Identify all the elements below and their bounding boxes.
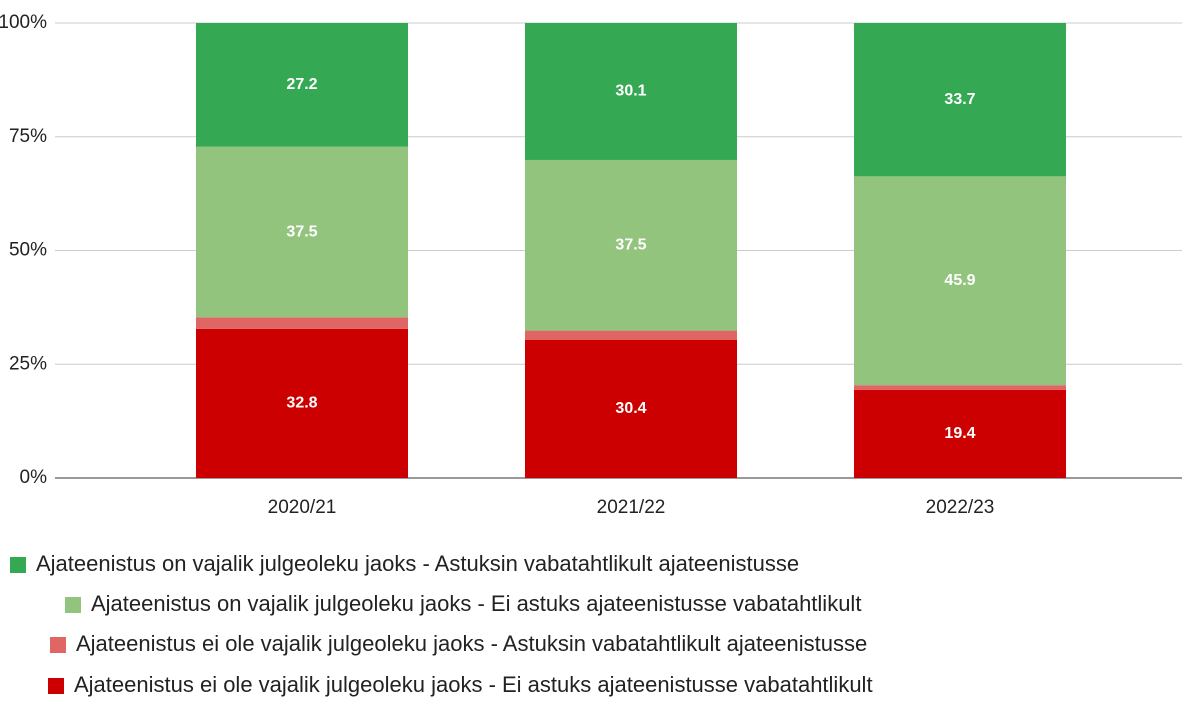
data-label: 37.5 [615,236,646,253]
bar-segment [854,176,1066,386]
bar-segment [196,317,408,329]
bar-segment [196,328,408,478]
bar-segment [525,339,737,478]
bar-segment [854,23,1066,177]
bar-segment [196,23,408,147]
bar-segment [854,389,1066,478]
y-tick-label: 0% [20,467,48,488]
bar-segment [525,23,737,160]
legend-label: Ajateenistus on vajalik julgeoleku jaoks… [91,591,861,616]
legend-swatch [65,597,81,613]
bar-segment [854,385,1066,390]
bar-segment [196,146,408,318]
legend-swatch [10,557,26,573]
x-tick-label: 2020/21 [268,497,337,518]
bar-segment [525,159,737,331]
legend-label: Ajateenistus ei ole vajalik julgeoleku j… [74,672,873,697]
data-label: 30.1 [615,83,646,100]
x-tick-label: 2022/23 [926,497,995,518]
data-label: 32.8 [286,395,317,412]
legend-swatch [48,678,64,694]
data-label: 37.5 [286,223,317,240]
legend-label: Ajateenistus ei ole vajalik julgeoleku j… [76,631,867,656]
y-tick-label: 75% [9,126,47,147]
y-tick-label: 100% [0,12,47,33]
x-tick-label: 2021/22 [597,497,666,518]
data-label: 19.4 [944,425,975,442]
data-label: 30.4 [615,400,646,417]
bar-segment [525,330,737,340]
data-label: 45.9 [944,272,975,289]
legend-label: Ajateenistus on vajalik julgeoleku jaoks… [36,551,799,576]
y-tick-label: 25% [9,353,47,374]
data-label: 33.7 [944,91,975,108]
data-label: 27.2 [286,76,317,93]
legend-swatch [50,637,66,653]
y-tick-label: 50% [9,240,47,261]
